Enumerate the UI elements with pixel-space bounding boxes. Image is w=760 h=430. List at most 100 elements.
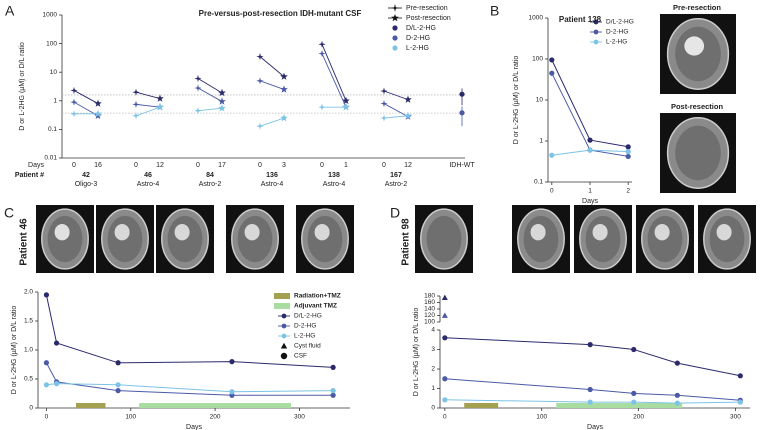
mri-lesion [530, 224, 546, 241]
data-point [53, 340, 60, 346]
data-point [229, 359, 235, 365]
post-marker [218, 104, 226, 112]
pre-marker [380, 100, 388, 108]
treatment-bar [75, 403, 106, 408]
y-tick-label: 180 [424, 293, 435, 300]
y-tick-label: 0.1 [48, 126, 57, 133]
pre-marker [70, 110, 78, 118]
pair-line [259, 117, 285, 127]
diagnosis: Oligo-3 [75, 181, 98, 188]
mri-lesion [654, 224, 670, 241]
pair-line [259, 80, 285, 90]
image-title: Post-resection [671, 102, 724, 111]
data-point [631, 346, 637, 353]
series-line [444, 337, 741, 377]
legend-label: Cyst fluid [294, 343, 321, 350]
x-tick-label: 100 [125, 414, 136, 421]
legend-label: L-2-HG [294, 333, 315, 340]
legend-label: CSF [294, 353, 307, 360]
data-point [330, 364, 336, 370]
y-tick-label: 100 [46, 40, 57, 47]
post-marker [342, 96, 350, 104]
legend-swatch [274, 303, 290, 309]
data-point [229, 389, 235, 395]
legend-marker [392, 25, 398, 31]
day-label: 17 [218, 162, 226, 169]
pre-marker [132, 112, 140, 120]
x-tick-label: 1 [588, 188, 592, 195]
treatment-bar [464, 403, 499, 408]
day-label: 0 [72, 162, 76, 169]
patient-number: 42 [82, 172, 90, 179]
post-marker [280, 72, 288, 80]
day-label: 0 [382, 162, 386, 169]
mri-lesion [54, 224, 70, 241]
legend-marker [281, 313, 287, 319]
panel-label: B [490, 3, 499, 19]
y-tick-label: 160 [424, 299, 435, 306]
day-label: 0 [134, 162, 138, 169]
legend-marker [280, 352, 288, 360]
data-point [587, 137, 593, 143]
y-tick-label: 10 [50, 69, 58, 76]
data-point [625, 153, 631, 160]
y-tick-label: 120 [424, 312, 435, 319]
pre-marker [132, 88, 140, 96]
pre-marker [318, 49, 326, 58]
y-tick-label: 0.01 [44, 155, 57, 162]
legend-label: Adjuvant TMZ [294, 303, 337, 310]
series-line [551, 72, 629, 157]
y-tick-label: 100 [424, 319, 435, 326]
legend-marker [281, 333, 287, 339]
data-point [115, 388, 121, 394]
post-marker [404, 111, 412, 119]
treatment-bar [556, 403, 683, 408]
post-marker [342, 103, 350, 111]
y-tick-label: 4 [431, 327, 435, 334]
treatment-bar [139, 403, 291, 408]
y-tick-label: 1000 [43, 12, 58, 19]
legend-label: D-2-HG [406, 35, 430, 42]
y-tick-label: 10 [536, 97, 544, 104]
y-tick-label: 100 [532, 56, 543, 63]
data-point [549, 57, 555, 63]
y-tick-label: 2.0 [24, 289, 33, 296]
data-point [631, 390, 637, 396]
pre-marker [256, 122, 264, 130]
patient-number: 136 [266, 172, 278, 179]
pre-marker [318, 103, 326, 111]
data-point [330, 388, 336, 394]
y-tick-label: 1 [53, 98, 57, 105]
legend-marker [280, 342, 288, 349]
pre-marker [318, 40, 326, 48]
legend-swatch [274, 293, 290, 299]
y-tick-label: 1.5 [24, 318, 33, 325]
pre-marker [380, 114, 388, 122]
mri-lesion [174, 224, 190, 241]
chart-title: Patient 46 [19, 218, 30, 266]
pair-line [321, 44, 347, 101]
data-point [737, 373, 743, 379]
pair-line [197, 78, 223, 94]
pair-line [383, 90, 409, 101]
x-tick-label: 0 [45, 414, 49, 421]
data-point [587, 386, 593, 393]
legend-label: D-2-HG [294, 323, 316, 330]
day-label: 1 [344, 162, 348, 169]
chart-title: Pre-versus-post-resection IDH-mutant CSF [199, 9, 362, 18]
data-point [674, 360, 680, 366]
data-point [115, 382, 121, 388]
x-tick-label: 2 [626, 188, 630, 195]
x-axis-label: Days [186, 424, 202, 430]
day-label: 16 [94, 162, 102, 169]
post-marker [94, 99, 102, 107]
legend-label: D/L-2-HG [294, 313, 322, 320]
y-tick-label: 0.1 [534, 179, 543, 186]
pre-marker [256, 53, 264, 61]
y-tick-label: 140 [424, 306, 435, 313]
data-point [442, 376, 448, 382]
data-point [674, 392, 680, 398]
patient-number: 167 [390, 172, 402, 179]
y-tick-label: 0 [29, 405, 33, 412]
